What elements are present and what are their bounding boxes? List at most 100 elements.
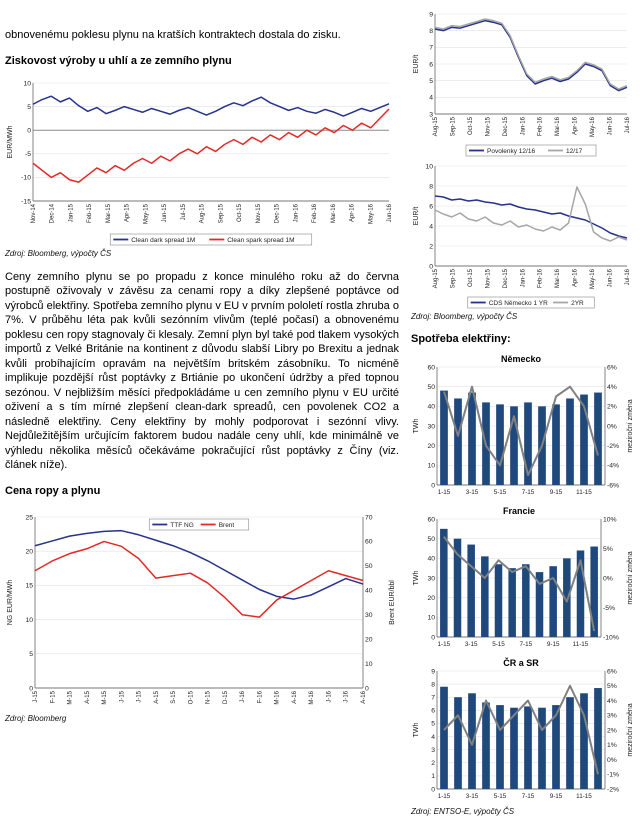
svg-text:40: 40 (427, 404, 435, 411)
svg-text:Jul-15: Jul-15 (181, 203, 187, 220)
svg-text:M-16: M-16 (275, 690, 281, 704)
svg-text:8: 8 (429, 183, 433, 190)
svg-text:F-15: F-15 (50, 690, 56, 703)
svg-text:11-15: 11-15 (576, 489, 592, 496)
svg-text:3: 3 (431, 747, 435, 754)
svg-text:30: 30 (427, 423, 435, 430)
svg-text:-5: -5 (25, 151, 31, 158)
svg-text:0: 0 (429, 263, 433, 270)
svg-text:3-15: 3-15 (466, 489, 479, 496)
svg-text:1%: 1% (607, 742, 617, 749)
svg-text:7-15: 7-15 (520, 641, 533, 648)
svg-text:Nov-15: Nov-15 (485, 116, 491, 136)
svg-text:M-16: M-16 (309, 690, 315, 704)
svg-text:Oct-15: Oct-15 (237, 203, 243, 222)
svg-text:May-16: May-16 (590, 268, 596, 289)
svg-text:10: 10 (427, 615, 435, 622)
svg-text:-1%: -1% (607, 772, 619, 779)
svg-text:Feb-15: Feb-15 (87, 203, 93, 223)
svg-text:Jul-16: Jul-16 (625, 268, 631, 285)
svg-text:8: 8 (429, 28, 433, 35)
svg-text:May-16: May-16 (368, 203, 374, 224)
svg-text:9-15: 9-15 (547, 641, 560, 648)
svg-text:Dec-15: Dec-15 (503, 268, 509, 288)
svg-text:A-15: A-15 (85, 690, 91, 703)
svg-text:10: 10 (427, 463, 435, 470)
svg-text:15: 15 (25, 582, 33, 589)
source-entsoe: Zdroj: ENTSO-E, výpočty ČS (411, 807, 515, 816)
svg-text:Dec-15: Dec-15 (503, 116, 509, 136)
svg-text:4: 4 (431, 734, 435, 741)
svg-text:Apr-16: Apr-16 (573, 268, 579, 287)
svg-text:O-15: O-15 (188, 690, 194, 704)
svg-text:10: 10 (425, 163, 433, 170)
svg-text:5-15: 5-15 (492, 641, 505, 648)
svg-text:40: 40 (427, 556, 435, 563)
svg-text:20: 20 (427, 443, 435, 450)
svg-text:-2%: -2% (607, 786, 619, 793)
svg-text:5: 5 (429, 78, 433, 85)
heading-oil-gas: Cena ropy a plynu (5, 484, 101, 497)
svg-text:3-15: 3-15 (466, 793, 479, 800)
svg-text:Mar-16: Mar-16 (331, 203, 337, 223)
svg-text:5: 5 (27, 103, 31, 110)
svg-text:S-15: S-15 (171, 690, 177, 703)
svg-text:Nov-14: Nov-14 (31, 203, 37, 223)
svg-text:NG EUR/MWh: NG EUR/MWh (7, 579, 14, 625)
svg-text:Brent: Brent (219, 522, 235, 529)
svg-text:Nov-15: Nov-15 (256, 203, 262, 223)
svg-text:M-15: M-15 (68, 690, 74, 704)
svg-text:Aug-15: Aug-15 (433, 116, 439, 136)
svg-text:5: 5 (431, 721, 435, 728)
svg-text:J-16: J-16 (326, 690, 332, 702)
svg-text:-5%: -5% (603, 605, 615, 612)
svg-text:6: 6 (429, 61, 433, 68)
svg-text:9-15: 9-15 (550, 489, 563, 496)
svg-text:3: 3 (429, 111, 433, 118)
svg-text:5-15: 5-15 (494, 793, 507, 800)
svg-text:Jan-16: Jan-16 (520, 268, 526, 287)
svg-text:4%: 4% (607, 384, 617, 391)
svg-text:2: 2 (429, 243, 433, 250)
svg-text:-4%: -4% (607, 463, 619, 470)
svg-text:-10%: -10% (603, 634, 619, 641)
svg-text:Mar-16: Mar-16 (555, 268, 561, 288)
svg-text:0%: 0% (607, 423, 617, 430)
svg-text:9: 9 (429, 11, 433, 18)
svg-text:Sep-15: Sep-15 (218, 203, 224, 223)
svg-text:10: 10 (25, 617, 33, 624)
svg-text:-10: -10 (21, 174, 31, 181)
svg-text:Sep-15: Sep-15 (450, 116, 456, 136)
svg-text:4%: 4% (607, 698, 617, 705)
svg-text:Clean spark spread 1M: Clean spark spread 1M (227, 237, 294, 244)
svg-text:meziroční změna: meziroční změna (627, 399, 634, 452)
right-column: 3 4 5 6 7 8 9 EUR/t Aug-15 Sep-15 Oct-15 Nov-15 Dec-… (411, 6, 636, 828)
svg-text:6%: 6% (607, 364, 617, 371)
svg-text:Jun-15: Jun-15 (162, 203, 168, 222)
svg-text:EUR/MWh: EUR/MWh (7, 125, 14, 158)
svg-text:TTF NG: TTF NG (170, 522, 193, 529)
svg-text:50: 50 (427, 384, 435, 391)
svg-text:Povolenky 12/16: Povolenky 12/16 (487, 148, 535, 155)
svg-text:1-15: 1-15 (438, 489, 451, 496)
svg-text:Brent EUR/bbl: Brent EUR/bbl (389, 579, 396, 624)
svg-text:D-15: D-15 (223, 690, 229, 704)
svg-text:2YR: 2YR (571, 300, 584, 307)
svg-text:1-15: 1-15 (438, 793, 451, 800)
svg-text:0: 0 (29, 685, 33, 692)
svg-text:9: 9 (431, 668, 435, 675)
svg-text:Mar-15: Mar-15 (106, 203, 112, 223)
svg-text:7: 7 (429, 45, 433, 52)
svg-text:50: 50 (365, 563, 373, 570)
svg-text:J-15: J-15 (119, 690, 125, 702)
svg-text:30: 30 (427, 575, 435, 582)
svg-text:Aug-15: Aug-15 (200, 203, 206, 223)
svg-text:Apr-15: Apr-15 (125, 203, 131, 222)
svg-text:6%: 6% (607, 668, 617, 675)
svg-text:May-16: May-16 (590, 116, 596, 137)
svg-text:8: 8 (431, 681, 435, 688)
svg-text:Jan-16: Jan-16 (520, 116, 526, 135)
svg-text:-6%: -6% (607, 482, 619, 489)
svg-text:5%: 5% (607, 683, 617, 690)
svg-text:Feb-16: Feb-16 (538, 268, 544, 288)
